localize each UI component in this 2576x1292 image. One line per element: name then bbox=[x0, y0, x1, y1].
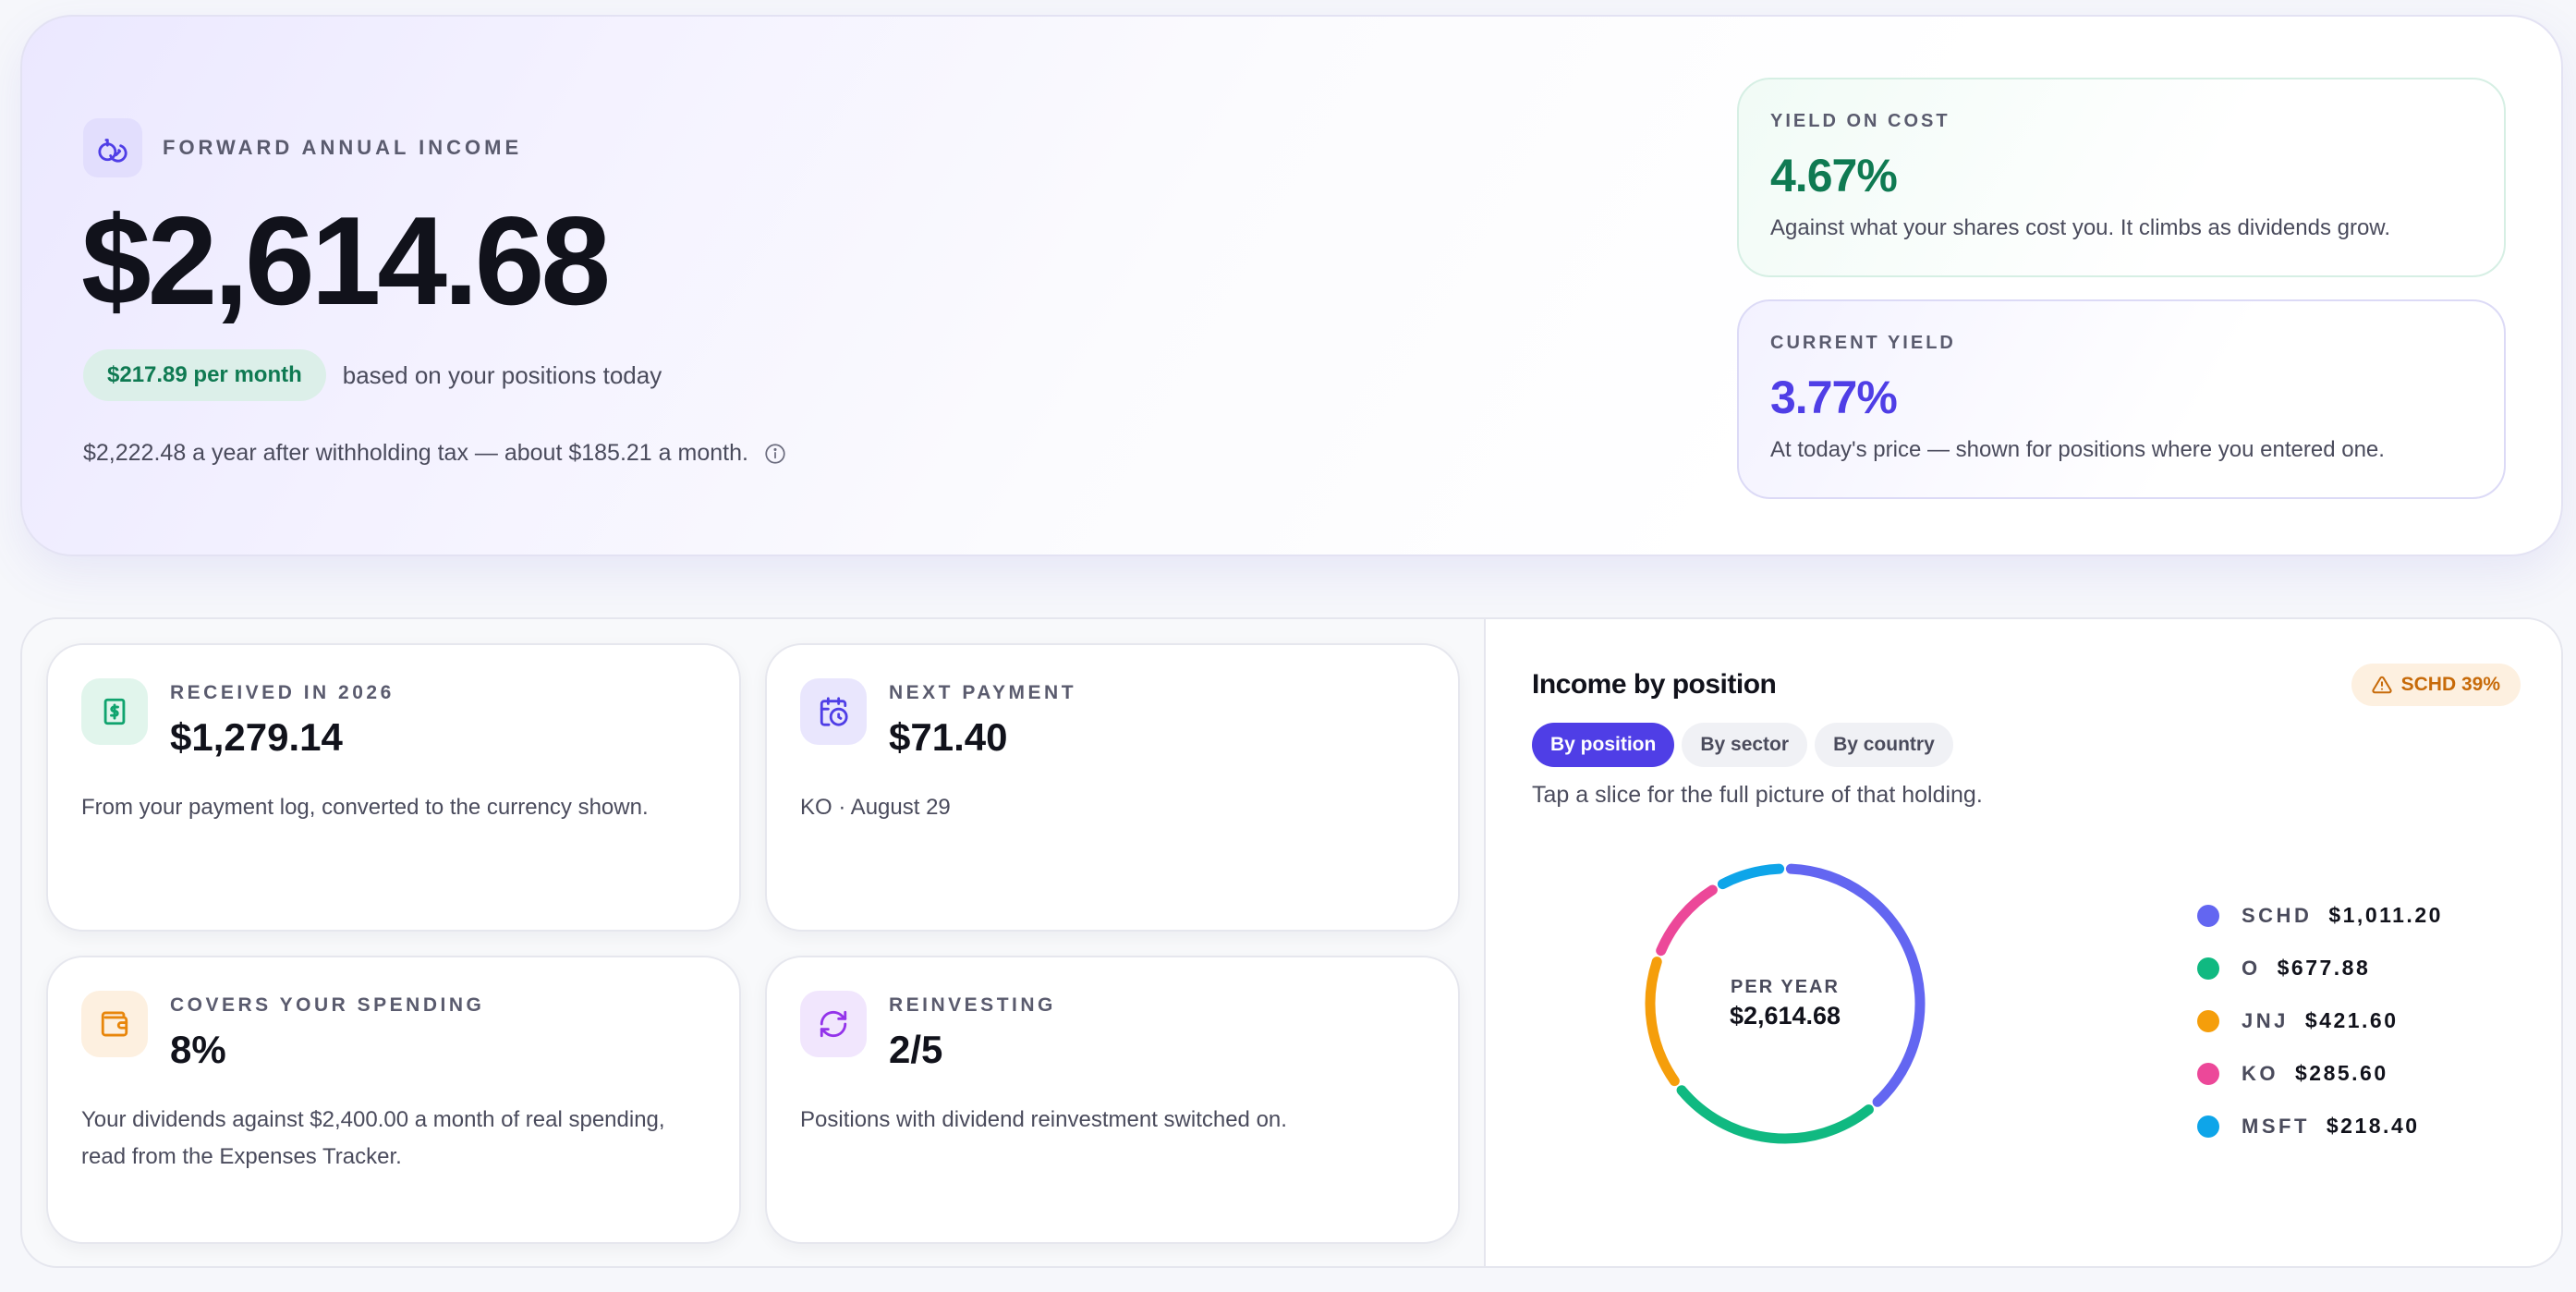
reinvesting-card[interactable]: REINVESTING 2/5 Positions with dividend … bbox=[765, 956, 1460, 1244]
legend-swatch bbox=[2197, 957, 2219, 980]
chart-legend: SCHD $1,011.20 O $677.88 JNJ $421.60 KO $285.60… bbox=[2197, 889, 2443, 1152]
received-label: RECEIVED IN 2026 bbox=[170, 682, 395, 703]
warning-icon bbox=[2372, 676, 2392, 694]
donut-center-value: $2,614.68 bbox=[1729, 1002, 1841, 1030]
donut-slice-ko[interactable] bbox=[1656, 884, 1718, 957]
calendar-clock-icon bbox=[800, 678, 867, 745]
received-description: From your payment log, converted to the … bbox=[81, 795, 649, 820]
yield-on-cost-label: YIELD ON COST bbox=[1770, 111, 1950, 131]
received-value: $1,279.14 bbox=[170, 715, 343, 759]
legend-item-ko[interactable]: KO $285.60 bbox=[2197, 1047, 2443, 1100]
income-by-position-panel: Income by position SCHD 39% By position … bbox=[1484, 619, 2561, 1266]
donut-slice-o[interactable] bbox=[1676, 1085, 1874, 1144]
refresh-icon bbox=[800, 991, 867, 1057]
donut-center-label: PER YEAR bbox=[1731, 977, 1840, 997]
legend-ticker: KO bbox=[2242, 1061, 2278, 1085]
hero-pill-row: $217.89 per month based on your position… bbox=[83, 349, 662, 401]
legend-value: $1,011.20 bbox=[2328, 903, 2443, 927]
legend-item-msft[interactable]: MSFT $218.40 bbox=[2197, 1100, 2443, 1152]
legend-swatch bbox=[2197, 1009, 2219, 1032]
legend-value: $285.60 bbox=[2295, 1061, 2388, 1085]
next-payment-card[interactable]: NEXT PAYMENT $71.40 KO · August 29 bbox=[765, 643, 1460, 932]
legend-swatch bbox=[2197, 904, 2219, 927]
legend-value: $677.88 bbox=[2277, 956, 2371, 980]
tab-by-country[interactable]: By country bbox=[1815, 723, 1953, 767]
donut-slice-schd[interactable] bbox=[1785, 863, 1926, 1107]
current-yield-value: 3.77% bbox=[1770, 372, 1898, 423]
legend-ticker: JNJ bbox=[2242, 1008, 2289, 1032]
covers-spending-description: Your dividends against $2,400.00 a month… bbox=[81, 1107, 665, 1169]
coins-icon bbox=[83, 118, 142, 177]
covers-spending-value: 8% bbox=[170, 1028, 226, 1071]
hero-eyebrow: FORWARD ANNUAL INCOME bbox=[163, 136, 523, 159]
dollar-receipt-icon bbox=[81, 678, 148, 745]
legend-item-jnj[interactable]: JNJ $421.60 bbox=[2197, 994, 2443, 1047]
legend-swatch bbox=[2197, 1062, 2219, 1085]
current-yield-label: CURRENT YIELD bbox=[1770, 333, 1956, 353]
legend-ticker: O bbox=[2242, 956, 2261, 980]
tab-by-position[interactable]: By position bbox=[1532, 723, 1675, 767]
next-payment-label: NEXT PAYMENT bbox=[889, 682, 1077, 703]
yield-on-cost-card: YIELD ON COST 4.67% Against what your sh… bbox=[1737, 78, 2506, 277]
after-tax-line: $2,222.48 a year after withholding tax —… bbox=[83, 440, 787, 467]
legend-item-o[interactable]: O $677.88 bbox=[2197, 942, 2443, 994]
donut-slice-msft[interactable] bbox=[1717, 863, 1785, 890]
reinvesting-value: 2/5 bbox=[889, 1028, 943, 1071]
reinvesting-label: REINVESTING bbox=[889, 994, 1056, 1016]
donut-svg bbox=[1645, 863, 1926, 1144]
chart-title: Income by position bbox=[1532, 669, 1777, 700]
forward-annual-income-amount: $2,614.68 bbox=[81, 190, 611, 331]
hero-label-row: FORWARD ANNUAL INCOME bbox=[83, 118, 522, 177]
donut-slice-jnj[interactable] bbox=[1645, 957, 1680, 1087]
legend-value: $421.60 bbox=[2304, 1008, 2399, 1032]
covers-spending-label: COVERS YOUR SPENDING bbox=[170, 994, 485, 1016]
legend-value: $218.40 bbox=[2326, 1114, 2420, 1138]
forward-income-hero: FORWARD ANNUAL INCOME $2,614.68 $217.89 … bbox=[20, 15, 2563, 556]
concentration-warning-badge[interactable]: SCHD 39% bbox=[2351, 664, 2521, 706]
legend-swatch bbox=[2197, 1115, 2219, 1138]
legend-ticker: MSFT bbox=[2242, 1114, 2310, 1138]
chart-hint: Tap a slice for the full picture of that… bbox=[1532, 782, 1983, 808]
pill-caption: based on your positions today bbox=[342, 360, 662, 389]
income-details-section: RECEIVED IN 2026 $1,279.14 From your pay… bbox=[20, 617, 2563, 1268]
yield-on-cost-value: 4.67% bbox=[1770, 150, 1898, 201]
legend-item-schd[interactable]: SCHD $1,011.20 bbox=[2197, 889, 2443, 942]
monthly-income-pill: $217.89 per month bbox=[83, 349, 326, 401]
wallet-icon bbox=[81, 991, 148, 1057]
legend-ticker: SCHD bbox=[2242, 903, 2313, 927]
tab-by-sector[interactable]: By sector bbox=[1682, 723, 1808, 767]
income-donut-chart: PER YEAR $2,614.68 bbox=[1637, 856, 1933, 1152]
received-card[interactable]: RECEIVED IN 2026 $1,279.14 From your pay… bbox=[46, 643, 741, 932]
info-icon[interactable] bbox=[763, 442, 787, 466]
donut-center: PER YEAR $2,614.68 bbox=[1637, 856, 1933, 1152]
next-payment-description: KO · August 29 bbox=[800, 795, 951, 820]
current-yield-description: At today's price — shown for positions w… bbox=[1770, 437, 2385, 462]
current-yield-card: CURRENT YIELD 3.77% At today's price — s… bbox=[1737, 299, 2506, 499]
concentration-badge-text: SCHD 39% bbox=[2400, 674, 2500, 695]
next-payment-value: $71.40 bbox=[889, 715, 1008, 759]
after-tax-text: $2,222.48 a year after withholding tax —… bbox=[83, 440, 748, 466]
reinvesting-description: Positions with dividend reinvestment swi… bbox=[800, 1107, 1287, 1132]
grouping-tabs: By position By sector By country bbox=[1532, 723, 1961, 767]
covers-spending-card[interactable]: COVERS YOUR SPENDING 8% Your dividends a… bbox=[46, 956, 741, 1244]
yield-on-cost-description: Against what your shares cost you. It cl… bbox=[1770, 215, 2390, 240]
